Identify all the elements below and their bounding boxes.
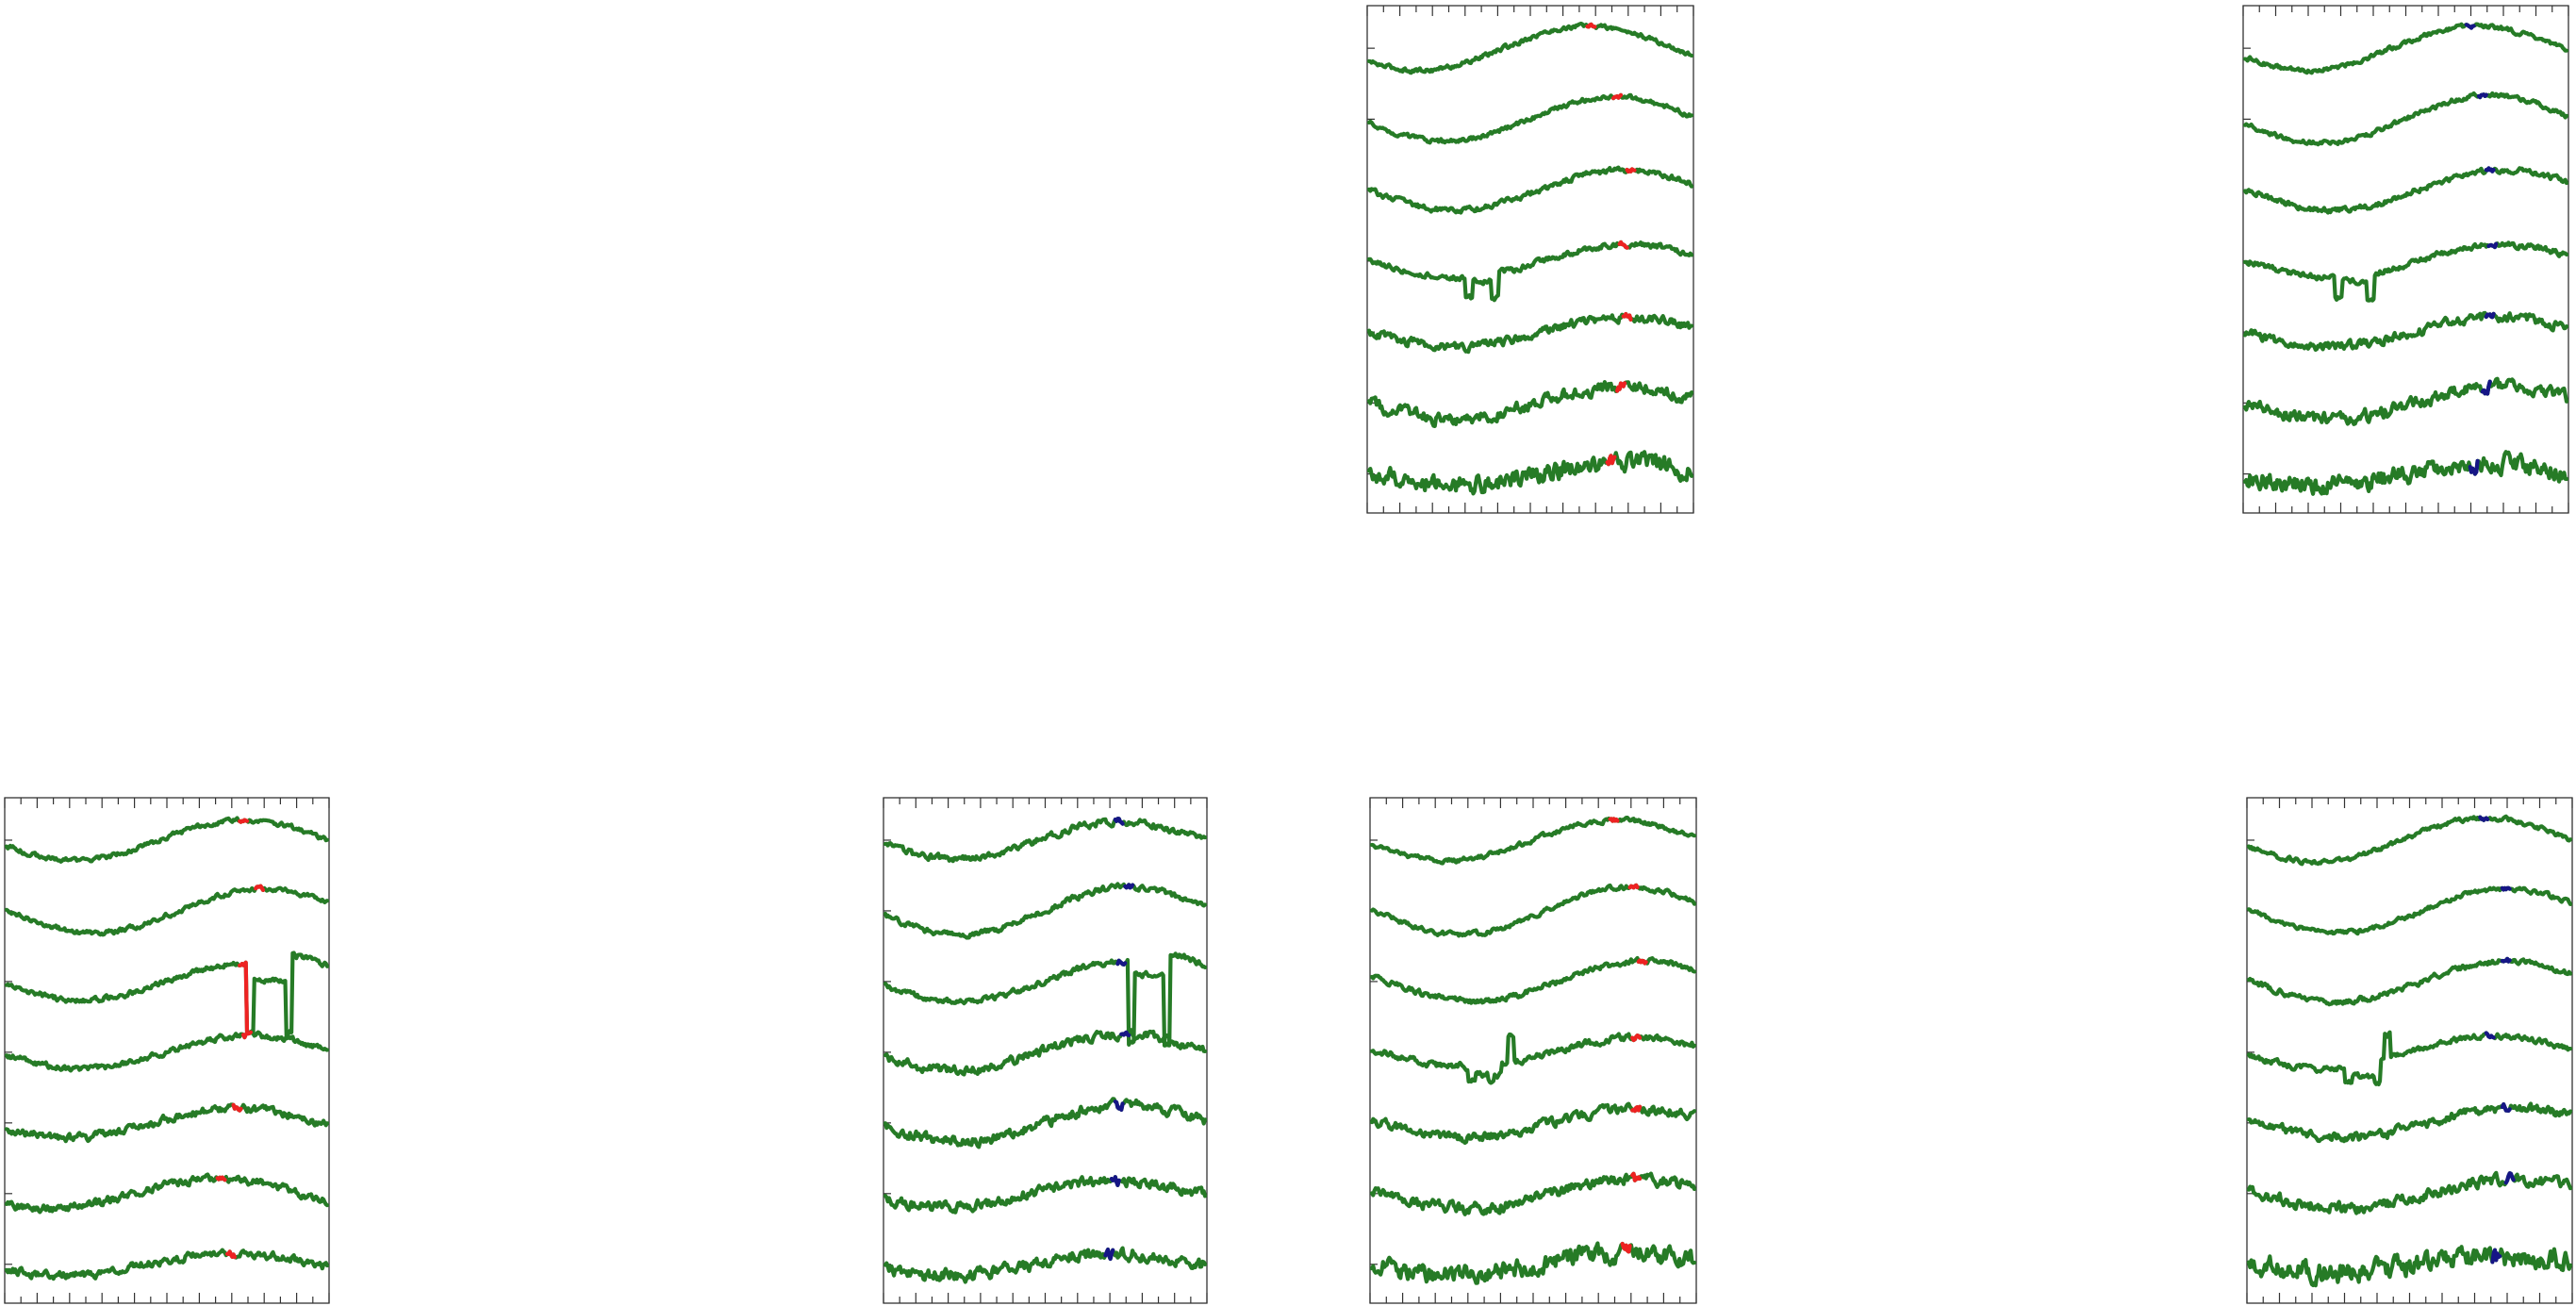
peak-marker-4 (1617, 240, 1629, 250)
series-line-4 (2242, 240, 2569, 303)
series-line-7 (883, 1246, 1208, 1284)
peak-marker-5 (231, 1102, 243, 1113)
series-line-5 (4, 1102, 330, 1144)
peak-marker-7 (1103, 1248, 1115, 1262)
peak-marker-3 (2484, 166, 2496, 174)
peak-marker-1 (1113, 817, 1125, 826)
peak-marker-2 (2500, 885, 2512, 892)
chart-panel-bottom-left (4, 797, 330, 1304)
peak-marker-7 (2490, 1248, 2502, 1265)
series-line-6 (1366, 380, 1694, 428)
peak-marker-5 (1621, 311, 1633, 322)
chart-panel-bottom-center-right (1369, 797, 1697, 1304)
series-line-5 (1366, 311, 1694, 355)
peak-marker-4 (241, 1030, 253, 1040)
peak-marker-5 (1630, 1104, 1643, 1114)
series-line-5 (2246, 1101, 2573, 1144)
peak-marker-1 (1608, 817, 1620, 823)
series-line-1 (1366, 21, 1694, 75)
peak-marker-4 (1630, 1033, 1643, 1043)
series-line-1 (2242, 22, 2569, 75)
peak-marker-3 (1115, 958, 1128, 967)
peak-marker-6 (2503, 1171, 2516, 1185)
plot-frame (1366, 5, 1694, 514)
peak-marker-7 (2468, 458, 2480, 476)
series-line-7 (1366, 450, 1694, 496)
series-line-5 (883, 1097, 1208, 1149)
chart-panel-top-center (1366, 5, 1694, 514)
chart-panel-top-right (2242, 5, 2569, 514)
series-line-3 (4, 951, 330, 1038)
peak-marker-1 (238, 818, 250, 824)
series-line-3 (883, 951, 1208, 1048)
peak-marker-4 (1119, 1030, 1131, 1037)
peak-marker-3 (2500, 956, 2512, 964)
series-line-2 (2242, 91, 2569, 147)
series-line-7 (2242, 450, 2569, 496)
series-line-3 (1369, 955, 1697, 1005)
plot-frame (1369, 797, 1697, 1304)
series-line-1 (883, 817, 1208, 864)
peak-marker-2 (1627, 883, 1640, 890)
series-line-2 (1369, 883, 1697, 938)
series-line-6 (1369, 1171, 1697, 1216)
peak-marker-1 (1585, 22, 1597, 29)
series-line-4 (1369, 1032, 1697, 1085)
peak-marker-6 (215, 1175, 227, 1182)
peak-marker-3 (1625, 167, 1637, 174)
peak-marker-7 (1605, 454, 1617, 467)
peak-marker-2 (254, 884, 266, 892)
chart-panel-bottom-right (2246, 797, 2573, 1304)
plot-frame (2242, 5, 2569, 514)
series-line-4 (4, 1030, 330, 1073)
series-line-7 (4, 1248, 330, 1281)
series-line-1 (4, 816, 330, 864)
peak-marker-2 (2476, 92, 2488, 100)
series-line-4 (2246, 1030, 2573, 1087)
series-line-4 (883, 1028, 1208, 1077)
peak-marker-7 (1620, 1241, 1632, 1254)
peak-marker-4 (2484, 1031, 2496, 1040)
series-line-1 (2246, 814, 2573, 867)
peak-marker-1 (2464, 23, 2476, 30)
peak-marker-4 (2486, 241, 2499, 250)
series-line-3 (1366, 165, 1694, 215)
series-line-7 (1369, 1241, 1697, 1285)
peak-marker-6 (2480, 379, 2492, 396)
peak-marker-5 (2484, 311, 2496, 320)
series-line-6 (4, 1172, 330, 1215)
series-line-5 (2242, 310, 2569, 352)
series-line-6 (2246, 1170, 2573, 1215)
peak-marker-5 (1113, 1099, 1125, 1112)
series-line-4 (1366, 240, 1694, 303)
peak-marker-6 (1109, 1175, 1121, 1187)
series-line-6 (2242, 376, 2569, 426)
peak-marker-1 (2478, 815, 2490, 822)
series-line-5 (1369, 1101, 1697, 1145)
chart-panel-bottom-center-left (883, 797, 1208, 1304)
series-line-2 (4, 884, 330, 937)
peak-marker-2 (1611, 92, 1624, 101)
peak-marker-3 (1636, 958, 1648, 966)
peak-marker-5 (2500, 1102, 2512, 1113)
peak-marker-3 (238, 960, 250, 1034)
peak-marker-2 (1123, 883, 1135, 890)
series-line-2 (883, 882, 1208, 940)
series-line-1 (1369, 816, 1697, 866)
series-line-3 (2242, 166, 2569, 215)
peak-marker-6 (1615, 381, 1627, 393)
series-line-6 (883, 1175, 1208, 1215)
series-line-3 (2246, 956, 2573, 1007)
series-line-2 (1366, 92, 1694, 145)
peak-marker-7 (225, 1249, 237, 1260)
peak-marker-6 (1630, 1171, 1643, 1182)
series-line-2 (2246, 885, 2573, 936)
series-line-7 (2246, 1245, 2573, 1288)
